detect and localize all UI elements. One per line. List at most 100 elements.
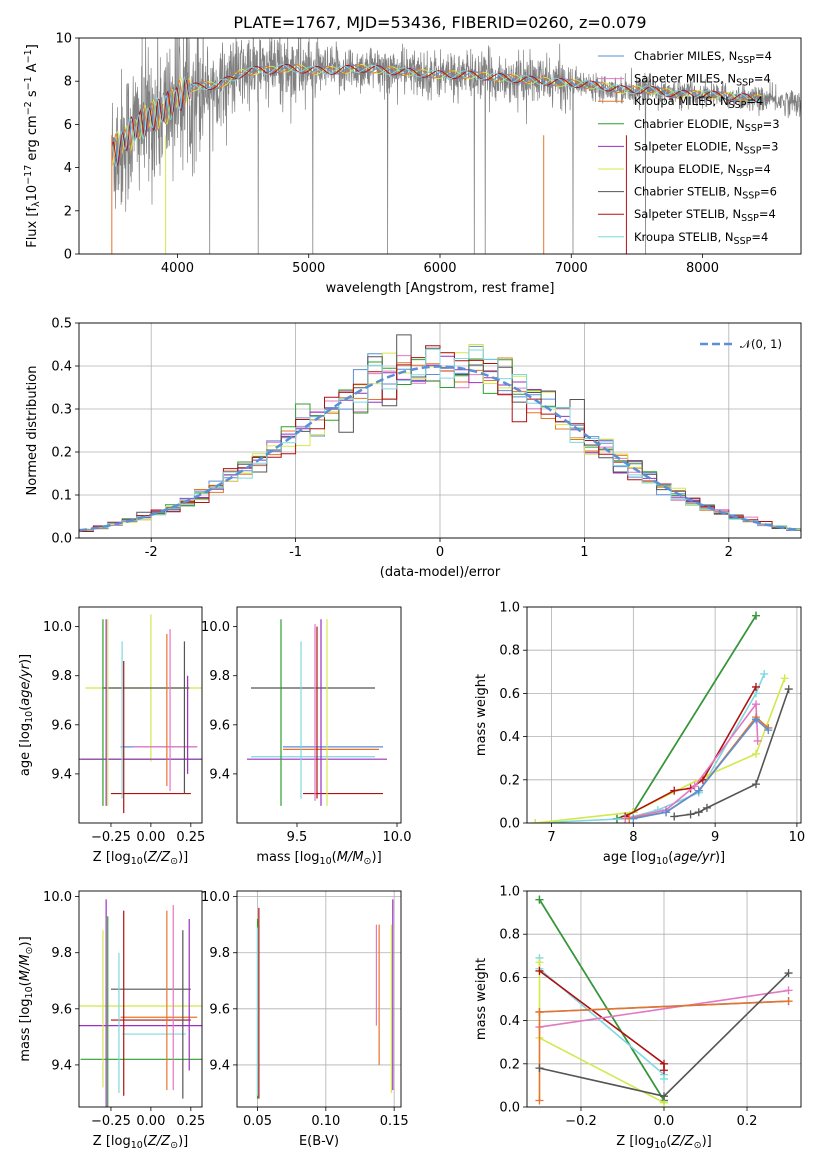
label-part: =3 xyxy=(761,139,778,153)
label-part: )] xyxy=(178,850,188,865)
massweight_vs_age-plot-area xyxy=(531,611,793,823)
y-tick-label: 4 xyxy=(64,161,72,176)
y-tick-label: 0 xyxy=(64,248,72,263)
legend-entry: Chabrier STELIB, NSSP=6 xyxy=(634,185,777,202)
x-axis-label: E(B-V) xyxy=(299,1134,339,1149)
y-tick-label: 0.6 xyxy=(499,687,520,702)
mass-weight-marker xyxy=(752,682,761,691)
label-part: age [log xyxy=(603,850,656,865)
y-tick-label: 0.8 xyxy=(499,928,520,943)
label-part: 10 xyxy=(131,1140,143,1151)
label-part: mass [log xyxy=(18,998,33,1061)
mass-weight-marker xyxy=(784,685,793,694)
mass-weight-marker xyxy=(653,806,662,815)
mass-weight-marker xyxy=(535,1064,544,1073)
label-part: ⊙ xyxy=(170,1140,178,1151)
label-part: ( xyxy=(332,850,337,865)
y-tick-label: 10.0 xyxy=(201,620,230,635)
label-part: (data-model)/error xyxy=(380,565,501,580)
label-part: ⊙ xyxy=(24,947,35,955)
label-part: Normed distribution xyxy=(25,366,40,496)
y-tick-label: 0.0 xyxy=(499,1101,520,1116)
label-part: 10 xyxy=(24,711,35,723)
mass-weight-marker xyxy=(662,808,671,817)
mass-weight-marker xyxy=(660,1066,668,1075)
label-part: ] xyxy=(25,44,40,49)
y-tick-label: 9.6 xyxy=(209,1002,230,1017)
mass-weight-marker xyxy=(535,1096,544,1105)
mass-weight-marker xyxy=(690,782,699,791)
y-tick-label: 0.1 xyxy=(51,489,72,504)
label-part: =4 xyxy=(759,207,776,221)
normal-curve-line xyxy=(79,365,801,532)
y-tick-label: 1.0 xyxy=(499,885,520,900)
label-part: Flux [f xyxy=(25,207,40,248)
label-part: SSP xyxy=(736,168,754,179)
x-tick-label: -2 xyxy=(145,545,158,560)
label-part: =6 xyxy=(760,185,777,199)
mass-weight-marker xyxy=(535,958,544,967)
x-tick-label: 2 xyxy=(725,545,733,560)
y-tick-label: 9.4 xyxy=(51,767,72,782)
y-tick-label: 0.5 xyxy=(51,317,72,332)
label-part: 10 xyxy=(320,856,332,867)
y-tick-label: 0.0 xyxy=(499,817,520,832)
label-part: ( xyxy=(668,850,673,865)
label-part: )] xyxy=(702,1134,712,1149)
label-part: ( xyxy=(666,1134,671,1149)
mass-weight-marker xyxy=(535,895,544,904)
x-axis-label: Z [log10(Z/Z⊙)] xyxy=(616,1134,711,1151)
mass_vs_Z-plot-area xyxy=(79,899,202,1107)
mass-weight-marker xyxy=(780,674,789,683)
label-part: M/M xyxy=(337,850,364,865)
label-part: SSP xyxy=(744,145,762,156)
x-tick-label: 0.00 xyxy=(136,1114,165,1129)
label-part: Kroupa STELIB, N xyxy=(634,230,734,244)
label-part: )] xyxy=(178,1134,188,1149)
y-tick-label: 2 xyxy=(64,204,72,219)
spectrum-plot-area xyxy=(111,38,801,254)
x-tick-label: -1 xyxy=(289,545,302,560)
mass-weight-marker xyxy=(752,611,761,620)
y-tick-label: 9.8 xyxy=(51,669,72,684)
residuals-plot-area xyxy=(79,334,801,532)
mass-weight-marker xyxy=(531,819,540,823)
x-tick-label: 8 xyxy=(629,830,637,845)
mass-weight-marker xyxy=(670,786,679,795)
label-part: age/yr xyxy=(673,850,716,865)
label-part: age/yr xyxy=(18,662,33,705)
spectrum-axes: 4000 5000 6000 7000 8000 0 2 4 6 8 10 wavelength [A… xyxy=(23,32,802,296)
x-axis-label: Z [log10(Z/Z⊙)] xyxy=(93,850,188,867)
y-tick-label: 0.4 xyxy=(499,1014,520,1029)
label-part: )] xyxy=(18,654,33,664)
mass-weight-marker xyxy=(784,986,793,995)
y-tick-label: 6 xyxy=(64,118,72,133)
mass-weight-line xyxy=(538,899,665,1101)
mass-weight-marker xyxy=(784,997,793,1006)
label-part: ⊙ xyxy=(364,856,372,867)
label-part: Kroupa MILES, N xyxy=(634,94,729,108)
label-part: 10 xyxy=(25,185,40,202)
mass-weight-marker xyxy=(660,1092,668,1101)
label-part: ( xyxy=(143,850,148,865)
legend-entry: Kroupa STELIB, NSSP=4 xyxy=(634,230,768,247)
axes-frame xyxy=(78,606,203,824)
y-tick-label: 0.2 xyxy=(499,773,520,788)
label-part: =4 xyxy=(746,94,763,108)
y-tick-label: 0.6 xyxy=(499,971,520,986)
label-part: =3 xyxy=(763,117,780,131)
label-part: Kroupa ELODIE, N xyxy=(634,162,736,176)
residual-histogram-step xyxy=(79,358,801,531)
model-spectrum-line xyxy=(111,64,762,168)
y-tick-label: 0.8 xyxy=(499,644,520,659)
label-part: Z/Z xyxy=(147,850,171,865)
mass-weight-marker xyxy=(629,814,638,823)
mass-weight-marker xyxy=(535,1007,544,1016)
label-part: Chabrier ELODIE, N xyxy=(634,117,745,131)
axes-frame xyxy=(526,890,802,1108)
y-tick-label: 9.6 xyxy=(51,718,72,733)
x-tick-label: 9.5 xyxy=(287,830,308,845)
